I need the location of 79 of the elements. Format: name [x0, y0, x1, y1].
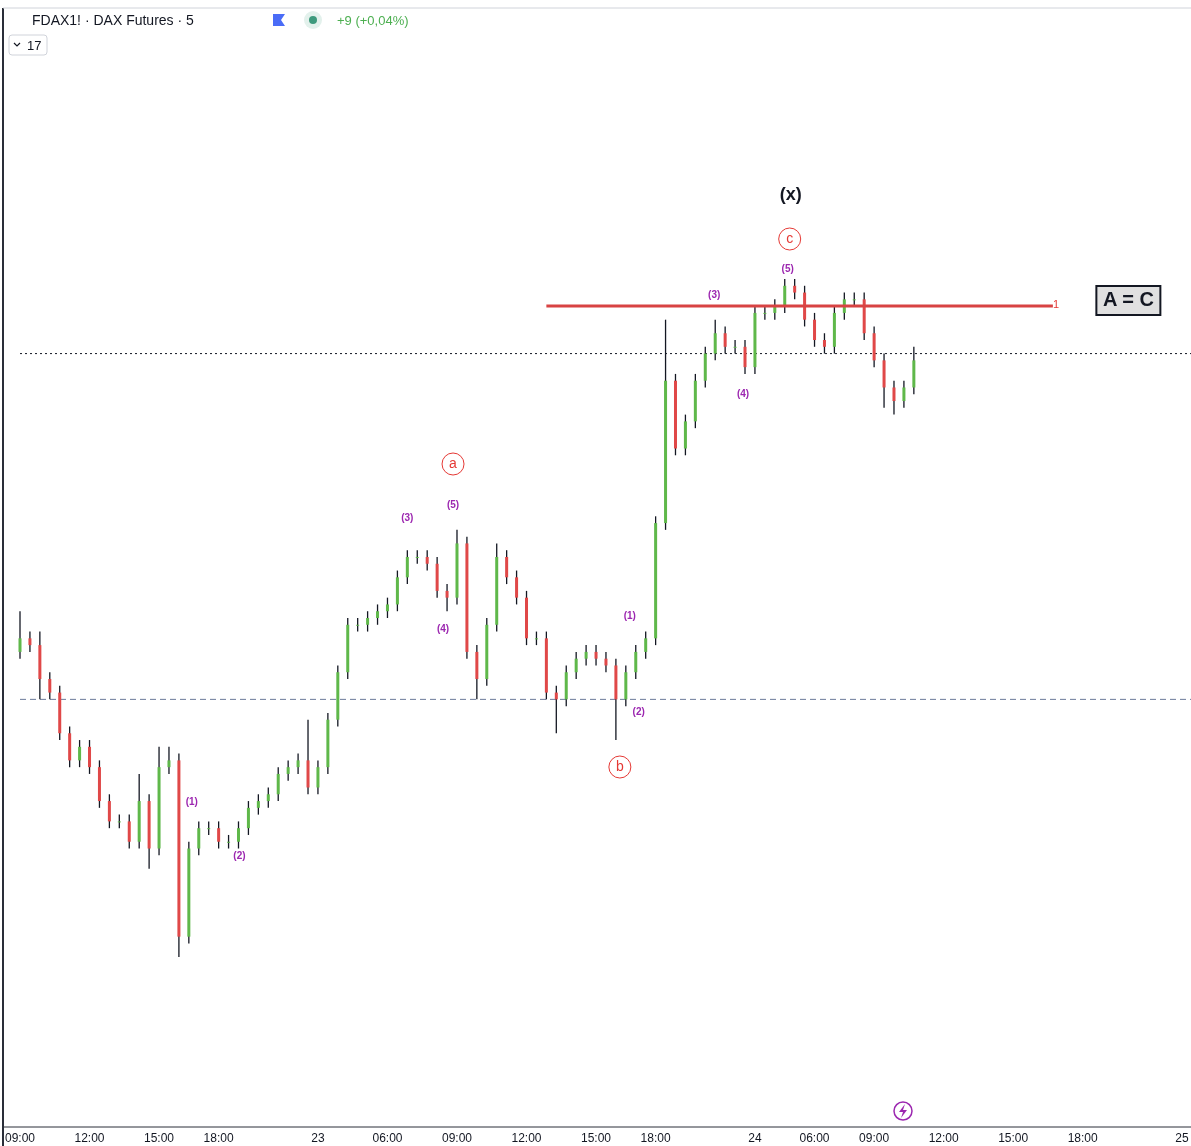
annotation: (4) — [436, 622, 450, 634]
candlestick — [366, 610, 370, 633]
candlestick — [217, 820, 221, 850]
x-tick-label: 18:00 — [1067, 1131, 1099, 1145]
candlestick — [793, 278, 797, 300]
candlestick — [316, 759, 320, 795]
candlestick — [276, 766, 280, 802]
candlestick — [634, 644, 638, 680]
candlestick — [743, 339, 747, 375]
x-tick-label: 12:00 — [511, 1131, 542, 1145]
candlestick — [644, 630, 648, 660]
annotation: (2) — [632, 705, 645, 717]
chart-title: FDAX1! · DAX Futures · 5 — [32, 12, 195, 28]
text: c — [786, 229, 794, 246]
candlestick — [574, 651, 578, 680]
candlestick — [783, 278, 787, 314]
candlestick — [78, 739, 82, 768]
candlestick — [48, 671, 52, 701]
x-tick-label: 25 — [1175, 1131, 1189, 1145]
candlestick — [197, 820, 201, 856]
annotation: (1) — [623, 609, 636, 621]
candlestick — [266, 786, 270, 809]
annotation: (3) — [708, 288, 721, 300]
x-tick-label: 18:00 — [640, 1131, 671, 1145]
x-tick-label: 24 — [748, 1131, 762, 1145]
x-tick-label: 15:00 — [581, 1131, 612, 1145]
candlestick — [425, 549, 429, 572]
annotation: 1 — [1052, 297, 1060, 310]
candlestick — [107, 793, 111, 829]
candlestick — [88, 739, 92, 775]
candlestick — [286, 759, 290, 782]
candlestick — [376, 603, 380, 626]
candlestick — [525, 590, 529, 646]
candlestick — [127, 813, 131, 850]
candlestick — [763, 305, 767, 321]
candlestick — [902, 380, 906, 409]
x-tick-label: 06:00 — [372, 1131, 403, 1145]
candlestick — [813, 312, 817, 348]
x-tick-label: 09:00 — [859, 1131, 890, 1145]
candlestick — [673, 373, 677, 456]
x-tick-label: 09:00 — [4, 1131, 36, 1145]
annotation: (2) — [233, 849, 246, 861]
candlestick — [385, 597, 389, 619]
candlestick — [296, 752, 300, 775]
x-tick-label: 09:00 — [441, 1131, 473, 1145]
text: 17 — [27, 38, 42, 53]
annotation: (1) — [185, 795, 198, 807]
candlestick — [713, 319, 717, 362]
candlestick — [594, 644, 598, 667]
annotation: (3) — [401, 511, 414, 523]
candlestick — [256, 793, 260, 816]
annotation: a — [449, 454, 458, 471]
text: (5) — [781, 262, 794, 274]
candlestick — [18, 610, 22, 660]
candlestick — [28, 630, 32, 653]
candlestick — [584, 644, 588, 667]
x-tick-label: 15:00 — [144, 1131, 175, 1145]
annotation: b — [615, 757, 624, 774]
candlestick — [515, 569, 519, 606]
annotation: (5) — [446, 498, 460, 510]
annotation: (4) — [736, 387, 750, 399]
candlestick — [554, 685, 558, 734]
chart-subtitle: +9 (+0,04%) — [337, 13, 409, 28]
candlestick — [604, 651, 608, 673]
x-tick-label: 15:00 — [998, 1131, 1029, 1145]
x-tick-label: 18:00 — [203, 1131, 234, 1145]
annotation: A = C — [1102, 288, 1154, 311]
text: (x) — [779, 183, 802, 204]
candlestick — [167, 746, 171, 775]
x-tick-label: 12:00 — [928, 1131, 959, 1145]
candlestick — [237, 820, 240, 850]
x-tick-label: 06:00 — [799, 1131, 830, 1145]
x-tick-label: 23 — [311, 1131, 325, 1145]
candlestick — [405, 549, 409, 585]
candlestick — [892, 380, 896, 416]
candlestick — [505, 549, 509, 585]
x-tick-label: 12:00 — [74, 1131, 105, 1145]
candlestick — [246, 800, 250, 836]
candlestick — [445, 583, 449, 612]
